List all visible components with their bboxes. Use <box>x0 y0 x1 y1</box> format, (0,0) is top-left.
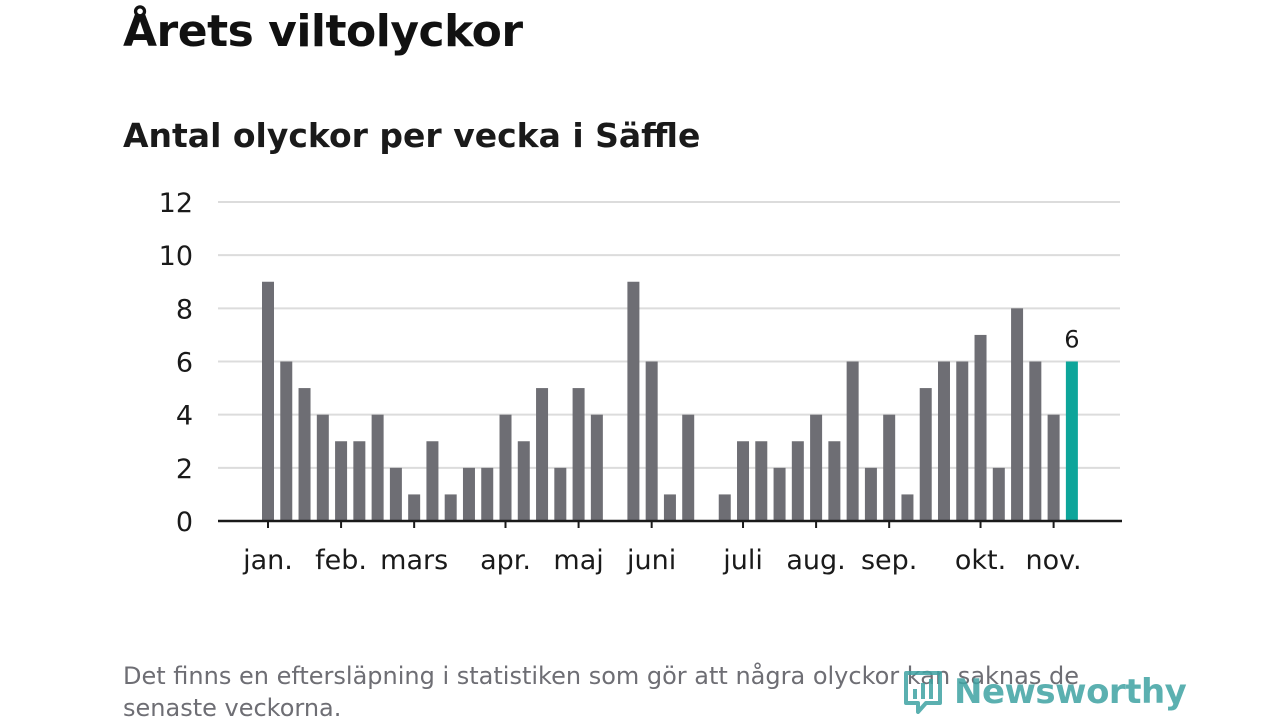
bar-week-17 <box>554 467 567 521</box>
bar-week-19 <box>590 414 603 521</box>
bar-week-10 <box>426 441 439 521</box>
x-tick-label: jan. <box>242 545 293 576</box>
bar-week-29 <box>773 467 786 521</box>
bar-week-24 <box>682 414 695 521</box>
y-tick-label: 10 <box>159 241 193 272</box>
data-label-last: 6 <box>1064 326 1079 354</box>
x-tick-label: feb. <box>315 545 367 576</box>
bar-chart: 0 2 4 6 8 10 12 jan. feb. mars apr. maj juni juli aug… <box>159 188 1122 576</box>
bar-week-32 <box>828 441 841 521</box>
y-tick-label: 8 <box>176 294 193 325</box>
x-tick-label: maj <box>553 545 603 576</box>
bar-week-18 <box>572 388 585 521</box>
newsworthy-logo-icon <box>904 671 942 714</box>
bar-week-16 <box>536 388 549 521</box>
bar-week-9 <box>408 494 421 521</box>
bar-week-21 <box>627 281 640 521</box>
newsworthy-logo-text: Newsworthy <box>954 672 1187 712</box>
y-tick-label: 2 <box>176 454 193 485</box>
x-tick-label: juli <box>722 545 763 576</box>
bar-week-3 <box>298 388 311 521</box>
bar-week-38 <box>937 361 950 521</box>
chart-subtitle: Antal olyckor per vecka i Säffle <box>123 116 701 155</box>
bar-week-23 <box>663 494 676 521</box>
bar-week-12 <box>462 467 475 521</box>
bar-week-1 <box>262 281 274 521</box>
bar-week-26 <box>718 494 731 521</box>
bars <box>262 281 1078 521</box>
x-tick-label: sep. <box>861 545 917 576</box>
bar-week-8 <box>389 467 402 521</box>
x-tick-label: mars <box>380 545 448 576</box>
x-tick-label: juni <box>626 545 676 576</box>
chart-title: Årets viltolyckor <box>123 6 523 57</box>
bar-week-15 <box>517 441 530 521</box>
bar-week-4 <box>316 414 329 521</box>
bar-week-6 <box>353 441 366 521</box>
bar-week-7 <box>371 414 384 521</box>
bar-week-35 <box>883 414 896 521</box>
bar-week-5 <box>335 441 348 521</box>
x-tick-label: nov. <box>1026 545 1082 576</box>
bar-week-34 <box>864 467 877 521</box>
bar-week-39 <box>956 361 969 521</box>
bar-week-42 <box>1011 308 1024 521</box>
x-tick-label: okt. <box>955 545 1006 576</box>
bar-week-28 <box>755 441 768 521</box>
bar-week-30 <box>791 441 804 521</box>
data-labels: 6 <box>1064 326 1079 354</box>
y-tick-label: 12 <box>159 188 193 219</box>
x-tick-label: apr. <box>480 545 531 576</box>
gridlines <box>218 201 1120 469</box>
bar-week-33 <box>846 361 859 521</box>
y-tick-label: 0 <box>176 507 193 538</box>
bar-week-41 <box>992 467 1005 521</box>
bar-week-31 <box>810 414 823 521</box>
y-axis-ticks: 0 2 4 6 8 10 12 <box>159 188 193 538</box>
bar-week-27 <box>737 441 750 521</box>
y-tick-label: 4 <box>176 401 193 432</box>
footnote: Det finns en eftersläpning i statistiken… <box>123 662 1079 720</box>
bar-week-2 <box>280 361 293 521</box>
bar-week-13 <box>481 467 494 521</box>
bar-week-14 <box>499 414 512 521</box>
bar-week-36 <box>901 494 914 521</box>
newsworthy-logo: Newsworthy <box>902 668 1187 716</box>
x-axis-ticks: jan. feb. mars apr. maj juni juli aug. sep. okt. n… <box>242 521 1082 576</box>
bar-week-37 <box>919 388 932 521</box>
bar-week-40 <box>974 334 987 521</box>
bar-highlight-week-45 <box>1065 361 1078 521</box>
y-tick-label: 6 <box>176 348 193 379</box>
bar-week-44 <box>1047 414 1060 521</box>
bar-week-22 <box>645 361 658 521</box>
x-tick-label: aug. <box>786 545 845 576</box>
bar-week-11 <box>444 494 457 521</box>
bar-week-43 <box>1029 361 1042 521</box>
